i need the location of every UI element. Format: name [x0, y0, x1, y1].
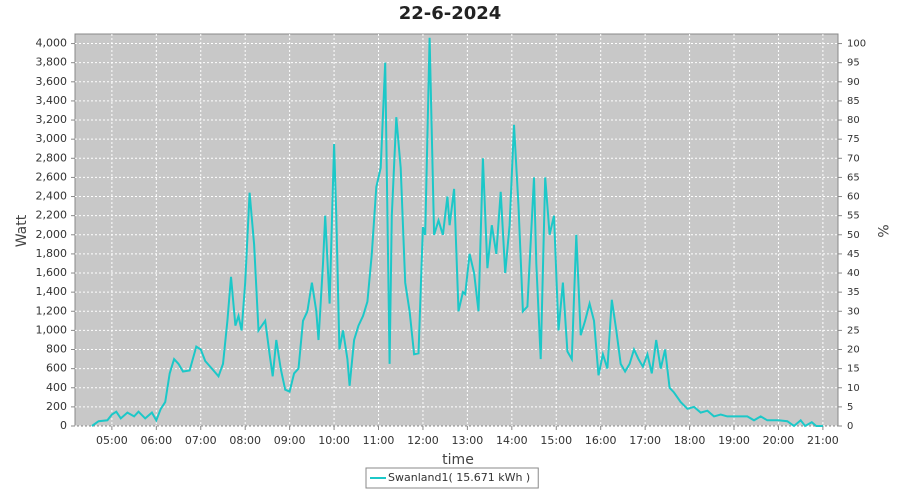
y2-tick-label: 70 — [847, 153, 860, 164]
x-tick-label: 11:00 — [363, 434, 395, 447]
y-tick-label: 1,600 — [36, 266, 68, 279]
y-tick-label: 2,400 — [36, 190, 68, 203]
y2-tick-label: 95 — [847, 58, 860, 69]
x-tick-label: 09:00 — [274, 434, 306, 447]
y2-tick-label: 30 — [847, 306, 860, 317]
y-axis-label: Watt — [14, 214, 30, 247]
y-tick-label: 3,000 — [36, 132, 68, 145]
y-tick-label: 4,000 — [36, 37, 68, 50]
y-tick-label: 200 — [46, 400, 67, 413]
x-tick-label: 13:00 — [452, 434, 484, 447]
y-tick-label: 3,200 — [36, 113, 68, 126]
y2-tick-label: 10 — [847, 383, 860, 394]
y-tick-label: 1,800 — [36, 247, 68, 260]
x-tick-label: 16:00 — [585, 434, 617, 447]
y-tick-label: 0 — [60, 419, 67, 432]
y-tick-label: 800 — [46, 343, 67, 356]
legend-box — [365, 467, 539, 489]
x-tick-label: 05:00 — [96, 434, 128, 447]
x-tick-label: 07:00 — [185, 434, 217, 447]
x-tick-label: 20:00 — [763, 434, 795, 447]
y-tick-label: 2,800 — [36, 151, 68, 164]
y2-tick-label: 50 — [847, 230, 860, 241]
y2-tick-label: 40 — [847, 268, 860, 279]
y-tick-label: 600 — [46, 362, 67, 375]
y2-tick-label: 80 — [847, 115, 860, 126]
x-tick-label: 19:00 — [718, 434, 750, 447]
x-tick-label: 15:00 — [540, 434, 572, 447]
y-tick-label: 2,200 — [36, 209, 68, 222]
y2-tick-label: 25 — [847, 325, 860, 336]
y2-tick-label: 20 — [847, 345, 860, 356]
data-line — [91, 37, 823, 428]
y2-tick-label: 45 — [847, 249, 860, 260]
y2-tick-label: 65 — [847, 172, 860, 183]
y-tick-label: 1,200 — [36, 304, 68, 317]
x-tick-label: 17:00 — [629, 434, 661, 447]
y2-tick-label: 55 — [847, 211, 860, 222]
y-tick-label: 2,000 — [36, 228, 68, 241]
y2-tick-label: 5 — [847, 402, 853, 413]
x-tick-label: 18:00 — [674, 434, 706, 447]
chart-title: 22-6-2024 — [399, 3, 502, 24]
y2-tick-label: 85 — [847, 96, 860, 107]
y-tick-label: 3,800 — [36, 56, 68, 69]
y-tick-label: 1,400 — [36, 285, 68, 298]
x-tick-label: 08:00 — [229, 434, 261, 447]
x-axis-label: time — [442, 452, 474, 468]
y-tick-label: 1,000 — [36, 323, 68, 336]
y2-tick-label: 0 — [847, 421, 853, 432]
y2-tick-label: 75 — [847, 134, 860, 145]
y-tick-label: 3,400 — [36, 94, 68, 107]
y-tick-label: 3,600 — [36, 75, 68, 88]
x-tick-label: 06:00 — [140, 434, 172, 447]
y-tick-label: 2,600 — [36, 170, 68, 183]
x-tick-label: 12:00 — [407, 434, 439, 447]
y2-axis-label: % — [874, 224, 890, 237]
y2-tick-label: 60 — [847, 192, 860, 203]
y2-tick-label: 15 — [847, 364, 860, 375]
legend-label: Swanland1( 15.671 kWh ) — [388, 471, 530, 484]
y2-tick-label: 100 — [847, 39, 866, 50]
x-tick-label: 10:00 — [318, 434, 350, 447]
y2-tick-label: 35 — [847, 287, 860, 298]
legend: Swanland1( 15.671 kWh ) — [365, 467, 539, 489]
y-tick-label: 400 — [46, 381, 67, 394]
x-tick-label: 21:00 — [807, 434, 839, 447]
y2-tick-label: 90 — [847, 77, 860, 88]
x-tick-label: 14:00 — [496, 434, 528, 447]
